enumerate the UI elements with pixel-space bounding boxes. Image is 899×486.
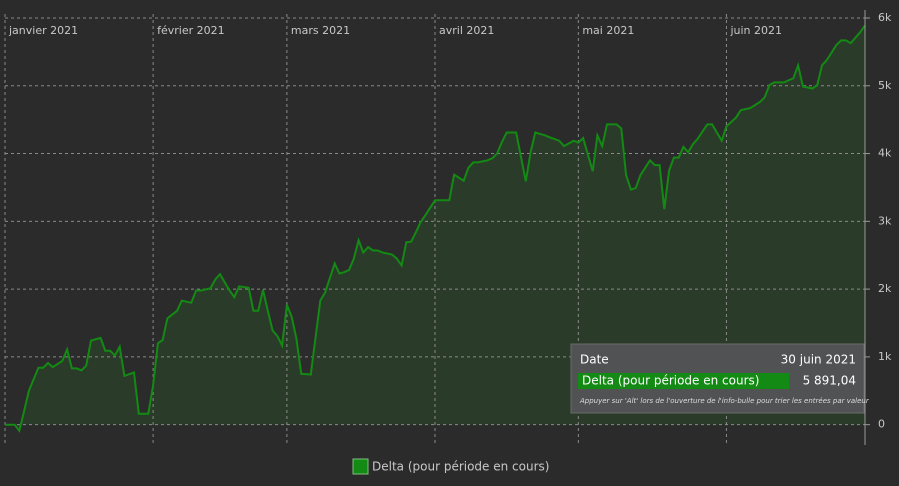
- legend-swatch: [352, 458, 369, 475]
- y-tick-label: 0: [878, 418, 885, 431]
- tooltip-series-bar: [578, 373, 789, 389]
- legend-label: Delta (pour période en cours): [372, 460, 549, 474]
- tooltip-date-label: Date: [580, 353, 609, 367]
- area: [5, 25, 865, 431]
- y-tick-label: 6k: [878, 11, 892, 24]
- y-tick-label: 3k: [878, 214, 892, 227]
- tooltip-series-name: Delta (pour période en cours): [582, 374, 759, 388]
- y-tick-label: 5k: [878, 79, 892, 92]
- x-tick-label: janvier 2021: [8, 24, 78, 37]
- x-tick-label: mai 2021: [582, 24, 634, 37]
- tooltip-hint: Appuyer sur 'Alt' lors de l'ouverture de…: [579, 397, 870, 405]
- line: [5, 24, 866, 434]
- tooltip-date: 30 juin 2021: [781, 353, 856, 367]
- x-tick-label: février 2021: [157, 24, 225, 37]
- x-tick-label: juin 2021: [729, 24, 782, 37]
- y-tick-label: 4k: [878, 147, 892, 160]
- x-tick-label: avril 2021: [439, 24, 494, 37]
- y-tick-label: 2k: [878, 282, 892, 295]
- tooltip-value: 5 891,04: [803, 374, 856, 388]
- x-tick-label: mars 2021: [291, 24, 350, 37]
- y-tick-label: 1k: [878, 350, 892, 363]
